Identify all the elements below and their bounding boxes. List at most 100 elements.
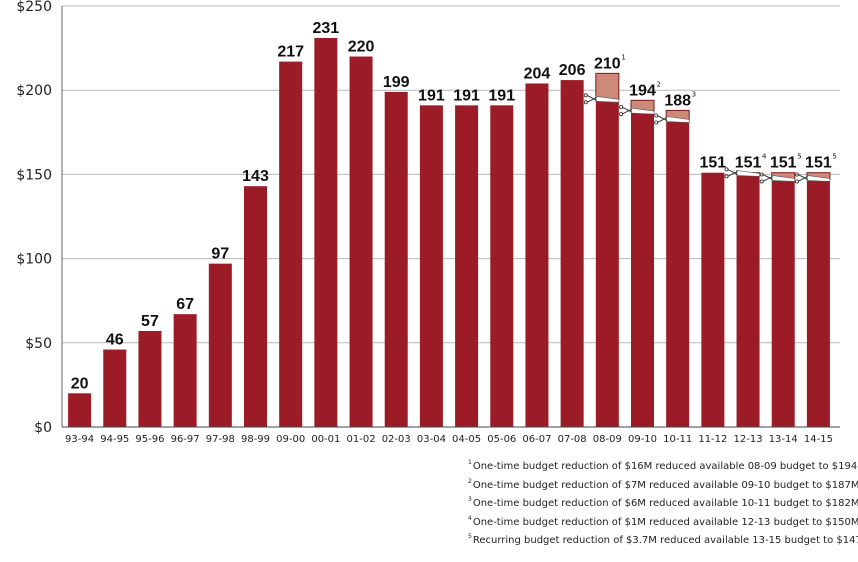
scissors-icon [586,94,598,103]
y-tick-label: $150 [16,167,52,183]
scissors-handle [794,172,799,177]
value-label: 231 [313,20,340,37]
value-label: 143 [242,168,269,185]
value-label: 191 [488,87,515,104]
bar [244,186,267,427]
y-tick-label: $250 [16,0,52,15]
x-tick-label: 03-04 [417,434,446,445]
x-tick-label: 04-05 [452,434,481,445]
bar [666,120,690,428]
footnote-text: One-time budget reduction of $7M reduced… [472,479,858,491]
value-label: 191 [453,87,480,104]
y-tick-label: $100 [16,252,52,268]
bar [384,91,408,427]
value-label: 194 [629,82,656,99]
scissors-handle [583,93,588,98]
footnote-mark: 1 [468,459,472,466]
x-tick-label: 93-94 [65,434,94,445]
scissors-handle [759,179,764,184]
x-axis: 93-94 94-95 95-96 96-97 97-98 98-99 09-00 00-01… [62,426,840,445]
x-tick-label: 96-97 [171,434,200,445]
y-tick-label: $50 [25,336,52,352]
value-label: 20 [71,375,89,392]
x-tick-label: 07-08 [558,434,587,445]
bar [736,174,760,427]
reduction-segment [595,72,620,101]
x-tick-label: 11-12 [698,434,727,445]
value-label: 191 [418,87,445,104]
scissors-handle [654,113,659,118]
scissors-handle [794,179,799,184]
scissors-handle [619,112,624,117]
bar [806,179,830,427]
value-label: 188 [664,92,691,109]
scissors-icon [621,106,633,115]
footnote-marker: 2 [657,80,661,88]
bar [173,314,197,427]
scissors-icon [762,174,773,182]
footnote-marker: 1 [621,53,625,61]
footnote-mark: 3 [468,496,472,503]
x-tick-label: 14-15 [804,434,833,445]
x-tick-label: 97-98 [206,434,235,445]
bar [560,80,584,427]
bar [419,105,443,427]
footnote-mark: 4 [468,514,472,522]
bar [138,331,162,427]
footnote-mark: 5 [468,533,472,540]
bar [455,105,479,427]
x-tick-label: 98-99 [241,434,270,445]
footnote-text: One-time budget reduction of $6M reduced… [472,498,858,509]
x-tick-label: 09-00 [276,434,305,445]
x-tick-label: 00-01 [311,434,340,445]
value-label: 220 [348,39,375,56]
x-tick-label: 08-09 [593,434,622,445]
footnote-text: One-time budget reduction of $16M reduce… [472,461,858,472]
y-tick-label: $0 [34,420,52,436]
scissors-handle [619,105,624,110]
scissors-handle [654,120,659,125]
bar [525,83,549,428]
bar [490,105,514,427]
x-tick-label: 05-06 [487,434,516,445]
value-label: 97 [211,246,229,263]
footnote-marker: 4 [762,153,767,161]
footnotes: 1One-time budget reduction of $16M reduc… [468,454,858,547]
x-tick-label: 06-07 [522,434,551,445]
y-tick-label: $200 [16,83,52,99]
value-label: 151 [700,155,727,172]
value-label: 57 [141,313,159,330]
footnote: 4One-time budget reduction of $1M reduce… [468,510,858,529]
scissors-icon [656,115,668,123]
bar [701,172,725,427]
x-tick-label: 13-14 [769,434,798,445]
scissors-handle [583,100,588,105]
value-label: 46 [106,332,124,349]
bar [208,263,232,427]
value-label: 151 [735,155,762,172]
x-tick-label: 95-96 [135,434,164,445]
x-tick-label: 94-95 [100,434,129,445]
value-label: 210 [594,55,621,72]
bar [103,349,127,427]
scissors-handle [724,174,729,179]
value-label: 204 [524,65,551,82]
scissors-icon [727,168,738,177]
bar [279,61,303,428]
x-tick-label: 02-03 [382,434,411,445]
footnote-mark: 2 [468,477,472,485]
y-axis: $0 $50 $100 $150 $200 $250 [16,0,63,436]
footnote: 3One-time budget reduction of $6M reduce… [468,491,858,510]
footnote-text: One-time budget reduction of $1M reduced… [472,516,858,528]
scissors-handle [724,167,729,172]
footnote-marker: 5 [832,153,836,161]
footnote-text: Recurring budget reduction of $3.7M redu… [472,535,858,546]
value-label: 151 [805,155,832,172]
footnote: 2One-time budget reduction of $7M reduce… [468,473,858,492]
value-label: 206 [559,62,586,79]
value-label: 199 [383,74,410,91]
footnote-marker: 5 [797,153,801,161]
value-label: 217 [277,44,304,61]
